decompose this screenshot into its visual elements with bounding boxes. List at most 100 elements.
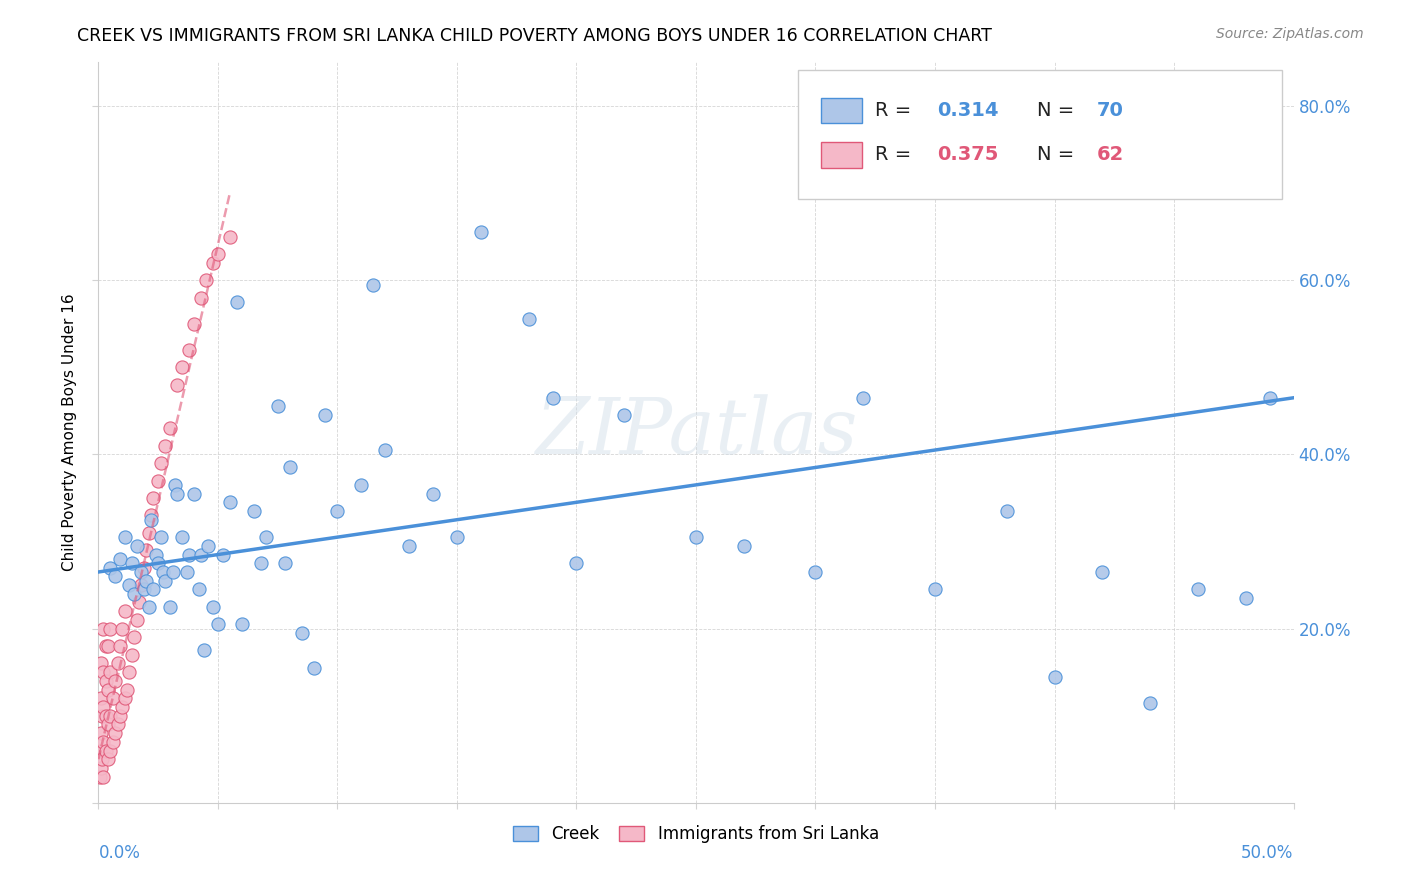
Point bbox=[250, 556, 273, 570]
Point bbox=[470, 225, 492, 239]
Point bbox=[104, 569, 127, 583]
Point bbox=[107, 657, 129, 671]
Point bbox=[98, 560, 122, 574]
Point bbox=[1091, 565, 1114, 579]
Point bbox=[97, 752, 120, 766]
Point bbox=[195, 273, 218, 287]
Point bbox=[211, 548, 233, 562]
Point bbox=[398, 539, 420, 553]
Point bbox=[804, 565, 827, 579]
Point bbox=[111, 622, 134, 636]
Point bbox=[315, 408, 337, 422]
Point bbox=[128, 595, 150, 609]
Point bbox=[148, 474, 170, 488]
Text: 70: 70 bbox=[1097, 101, 1123, 120]
Point bbox=[98, 743, 122, 757]
Point bbox=[135, 543, 157, 558]
Point bbox=[98, 708, 122, 723]
Point bbox=[91, 665, 114, 680]
Point bbox=[243, 504, 266, 518]
Point bbox=[350, 478, 373, 492]
Point bbox=[108, 708, 131, 723]
Point bbox=[124, 587, 146, 601]
Point bbox=[90, 726, 112, 740]
Point bbox=[207, 247, 229, 261]
Point bbox=[166, 486, 188, 500]
Point bbox=[202, 256, 225, 270]
Point bbox=[159, 421, 181, 435]
Legend: Creek, Immigrants from Sri Lanka: Creek, Immigrants from Sri Lanka bbox=[506, 819, 886, 850]
Point bbox=[91, 700, 114, 714]
Point bbox=[274, 556, 297, 570]
Point bbox=[219, 495, 242, 509]
Point bbox=[97, 717, 120, 731]
Point bbox=[131, 565, 153, 579]
Point bbox=[94, 708, 117, 723]
Point bbox=[90, 761, 112, 775]
Point bbox=[132, 560, 155, 574]
Text: N =: N = bbox=[1036, 145, 1080, 164]
Point bbox=[183, 317, 205, 331]
Point bbox=[193, 643, 215, 657]
Point bbox=[139, 508, 162, 523]
Point bbox=[89, 743, 111, 757]
Point bbox=[302, 661, 325, 675]
Point bbox=[114, 691, 136, 706]
Point bbox=[91, 752, 114, 766]
Point bbox=[121, 648, 143, 662]
Point bbox=[254, 530, 277, 544]
Text: ZIPatlas: ZIPatlas bbox=[534, 394, 858, 471]
Point bbox=[114, 530, 136, 544]
Point bbox=[149, 530, 172, 544]
Point bbox=[118, 665, 141, 680]
Point bbox=[94, 673, 117, 688]
Point bbox=[124, 630, 146, 644]
Point bbox=[142, 491, 165, 505]
Point bbox=[98, 622, 122, 636]
Point bbox=[179, 343, 201, 357]
Point bbox=[231, 617, 253, 632]
Point bbox=[111, 700, 134, 714]
Point bbox=[202, 599, 225, 614]
Text: 50.0%: 50.0% bbox=[1241, 844, 1294, 862]
Text: 0.375: 0.375 bbox=[938, 145, 998, 164]
Point bbox=[98, 665, 122, 680]
Point bbox=[183, 486, 205, 500]
Point bbox=[226, 295, 249, 310]
Point bbox=[613, 408, 636, 422]
Point bbox=[1043, 669, 1066, 683]
Point bbox=[138, 599, 160, 614]
Point bbox=[172, 360, 194, 375]
Point bbox=[118, 578, 141, 592]
Point bbox=[155, 439, 177, 453]
FancyBboxPatch shape bbox=[821, 98, 862, 123]
Point bbox=[166, 377, 188, 392]
Point bbox=[107, 717, 129, 731]
Point bbox=[139, 513, 162, 527]
Point bbox=[91, 708, 114, 723]
Point bbox=[207, 617, 229, 632]
Point bbox=[363, 277, 385, 292]
Point bbox=[1187, 582, 1209, 597]
Point bbox=[1139, 696, 1161, 710]
Point bbox=[97, 682, 120, 697]
Point bbox=[374, 443, 396, 458]
Point bbox=[131, 578, 153, 592]
Point bbox=[995, 504, 1018, 518]
Point bbox=[91, 622, 114, 636]
Point bbox=[155, 574, 177, 588]
Point bbox=[90, 657, 112, 671]
Point bbox=[326, 504, 349, 518]
Text: Source: ZipAtlas.com: Source: ZipAtlas.com bbox=[1216, 27, 1364, 41]
Point bbox=[733, 539, 755, 553]
Point bbox=[125, 613, 148, 627]
Point bbox=[115, 682, 138, 697]
Point bbox=[219, 229, 242, 244]
Point bbox=[187, 582, 209, 597]
Point bbox=[121, 556, 143, 570]
Point bbox=[94, 639, 117, 653]
Point bbox=[108, 639, 131, 653]
Point bbox=[422, 486, 444, 500]
Y-axis label: Child Poverty Among Boys Under 16: Child Poverty Among Boys Under 16 bbox=[62, 293, 77, 572]
Point bbox=[1258, 391, 1281, 405]
